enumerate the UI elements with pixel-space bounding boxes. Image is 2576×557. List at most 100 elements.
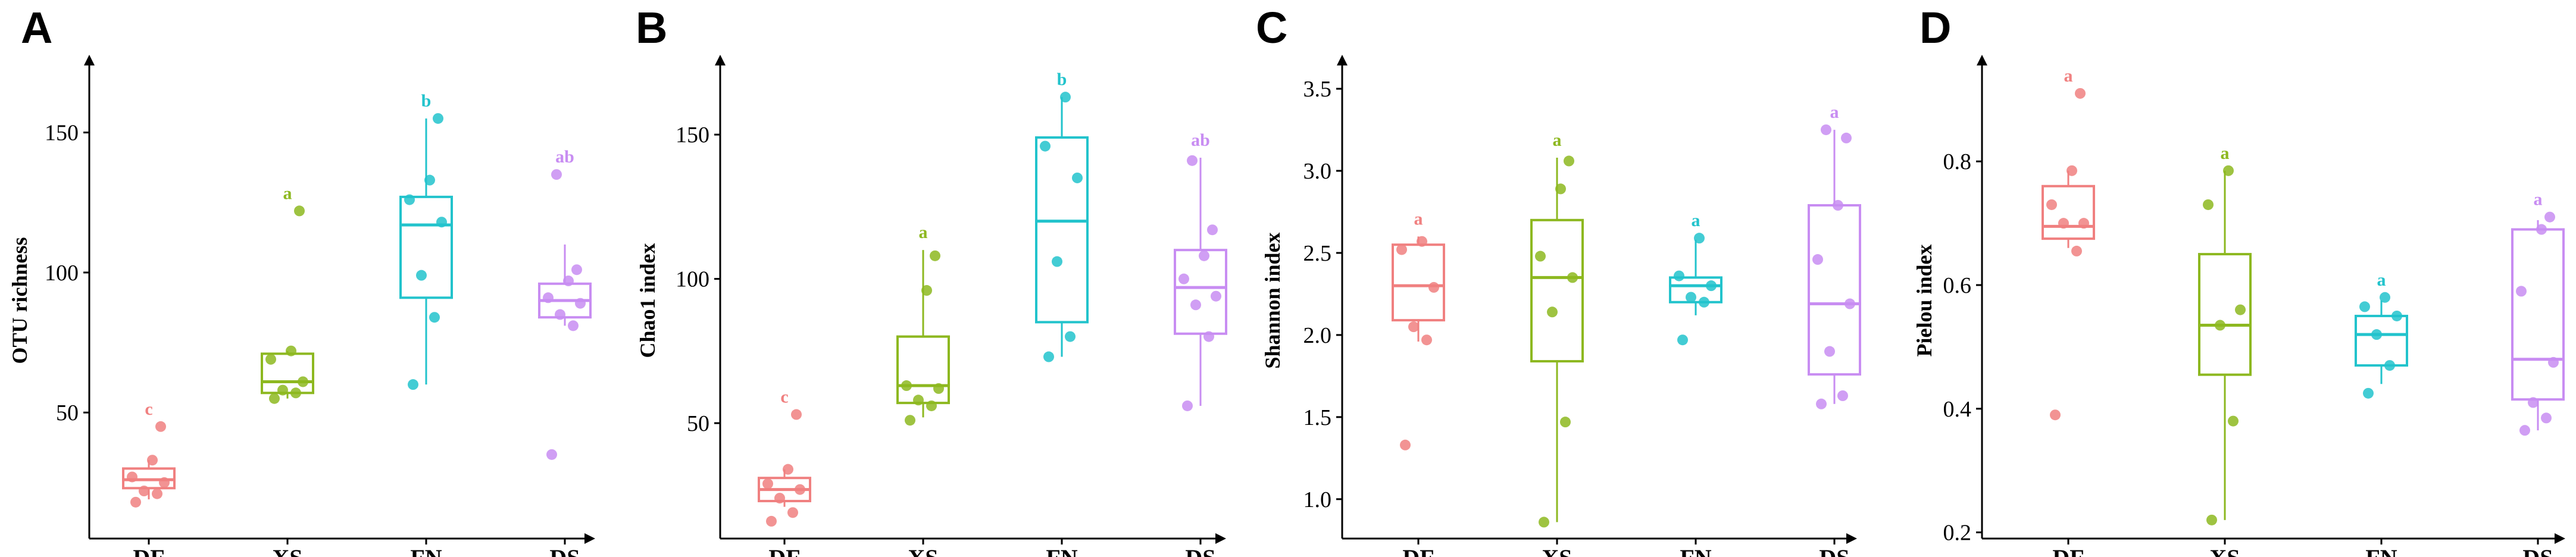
- box-xs: a: [1530, 130, 1584, 528]
- significance-letter: a: [1553, 130, 1562, 150]
- data-point: [1564, 155, 1574, 167]
- x-tick-label: DF: [2052, 545, 2084, 557]
- data-point: [1833, 200, 1843, 211]
- data-point: [1816, 398, 1827, 409]
- data-point: [2359, 301, 2370, 312]
- data-point: [416, 270, 427, 281]
- data-point: [2380, 292, 2390, 303]
- data-point: [286, 345, 296, 356]
- data-point: [2078, 218, 2089, 229]
- data-point: [563, 276, 574, 287]
- data-point: [436, 217, 447, 228]
- data-point: [1837, 390, 1848, 401]
- data-point: [766, 515, 777, 527]
- data-point: [2203, 199, 2214, 210]
- data-point: [1182, 400, 1193, 411]
- data-point: [1421, 334, 1432, 346]
- panel-d: D Pielou index 0.2 0.4 0.6 0.8 a DF a XS a FN a DS: [1912, 3, 2565, 557]
- significance-letter: c: [145, 399, 152, 419]
- y-tick-label: 50: [687, 411, 709, 436]
- box-iqr: [399, 195, 453, 299]
- data-point: [1060, 92, 1071, 103]
- data-point: [555, 309, 565, 320]
- data-point: [1560, 417, 1571, 428]
- significance-letter: a: [283, 183, 292, 203]
- y-axis-label: Shannon index: [1261, 232, 1284, 368]
- data-point: [1841, 132, 1852, 143]
- data-point: [2235, 304, 2246, 315]
- box-iqr: [1174, 249, 1227, 335]
- data-point: [429, 312, 440, 323]
- significance-letter: a: [2377, 270, 2386, 290]
- x-tick-label: XS: [272, 545, 302, 557]
- data-point: [930, 250, 940, 261]
- data-point: [791, 409, 802, 420]
- data-point: [2075, 87, 2086, 99]
- panel-label: B: [636, 3, 667, 52]
- data-point: [433, 113, 443, 124]
- y-axis-label: OTU richness: [8, 237, 32, 364]
- data-point: [1428, 281, 1439, 293]
- data-point: [1674, 270, 1684, 281]
- data-point: [1686, 292, 1696, 303]
- data-point: [546, 449, 557, 460]
- box-xs: a: [2198, 143, 2252, 525]
- box-iqr: [2355, 314, 2408, 367]
- box-iqr: [1392, 243, 1445, 322]
- x-axis-arrow: [2555, 533, 2565, 544]
- data-point: [2528, 397, 2539, 408]
- data-point: [2215, 320, 2225, 331]
- data-point: [1207, 224, 1218, 236]
- y-axis-label: Pielou index: [1912, 244, 1936, 356]
- y-tick-label: 3.5: [1303, 77, 1332, 102]
- data-point: [913, 395, 924, 406]
- panel-label: A: [21, 3, 52, 52]
- box-ds: ab: [1174, 130, 1227, 411]
- data-point: [1706, 280, 1717, 292]
- panel-c: C Shannon index 1.0 1.5 2.0 2.5 3.0 3.5 a DF a XS a F…: [1256, 3, 1861, 557]
- data-point: [1821, 124, 1831, 136]
- data-point: [2223, 165, 2234, 176]
- data-point: [1043, 351, 1054, 362]
- data-point: [921, 285, 932, 296]
- x-tick-label: FN: [2365, 545, 2397, 557]
- significance-letter: a: [1692, 211, 1700, 230]
- significance-letter: b: [1057, 70, 1067, 89]
- data-point: [1417, 236, 1427, 247]
- data-point: [159, 477, 170, 488]
- data-point: [139, 486, 149, 496]
- box-iqr: [2511, 228, 2565, 401]
- data-point: [1052, 256, 1062, 267]
- box-fn: b: [399, 91, 453, 390]
- data-point: [933, 383, 944, 394]
- data-point: [1555, 183, 1566, 195]
- data-point: [1699, 296, 1709, 308]
- data-point: [2071, 245, 2082, 256]
- x-tick-label: XS: [2209, 545, 2240, 557]
- box-df: c: [122, 399, 176, 508]
- data-point: [404, 194, 415, 205]
- data-point: [1400, 439, 1411, 450]
- data-point: [2371, 329, 2382, 340]
- data-point: [294, 205, 305, 217]
- data-point: [575, 298, 586, 309]
- y-tick-label: 150: [676, 123, 709, 148]
- y-tick-label: 1.0: [1303, 487, 1332, 512]
- box-iqr: [2198, 253, 2252, 376]
- data-point: [1199, 250, 1209, 261]
- box-df: a: [2042, 66, 2095, 421]
- y-tick-label: 0.4: [1943, 397, 1972, 422]
- data-point: [571, 264, 582, 276]
- x-tick-label: DF: [133, 545, 164, 557]
- panel-label: D: [1920, 3, 1951, 52]
- y-tick-label: 0.2: [1943, 521, 1972, 546]
- y-tick-label: 100: [676, 267, 709, 292]
- data-point: [298, 376, 308, 387]
- x-tick-label: DS: [2522, 545, 2553, 557]
- x-tick-label: FN: [1046, 545, 1077, 557]
- y-tick-label: 2.5: [1303, 241, 1332, 266]
- box-iqr: [1530, 218, 1584, 363]
- data-point: [551, 169, 562, 180]
- x-tick-label: DF: [1402, 545, 1434, 557]
- data-point: [2384, 360, 2395, 371]
